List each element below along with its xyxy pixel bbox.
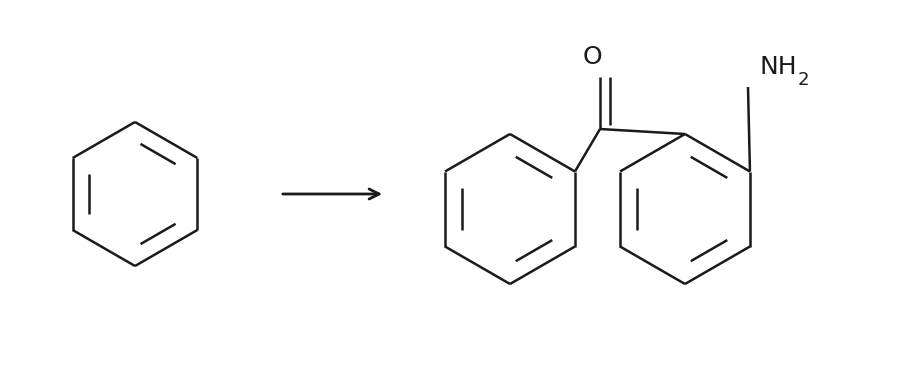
Text: O: O [582,45,601,69]
Text: 2: 2 [797,71,808,89]
Text: NH: NH [759,55,796,79]
